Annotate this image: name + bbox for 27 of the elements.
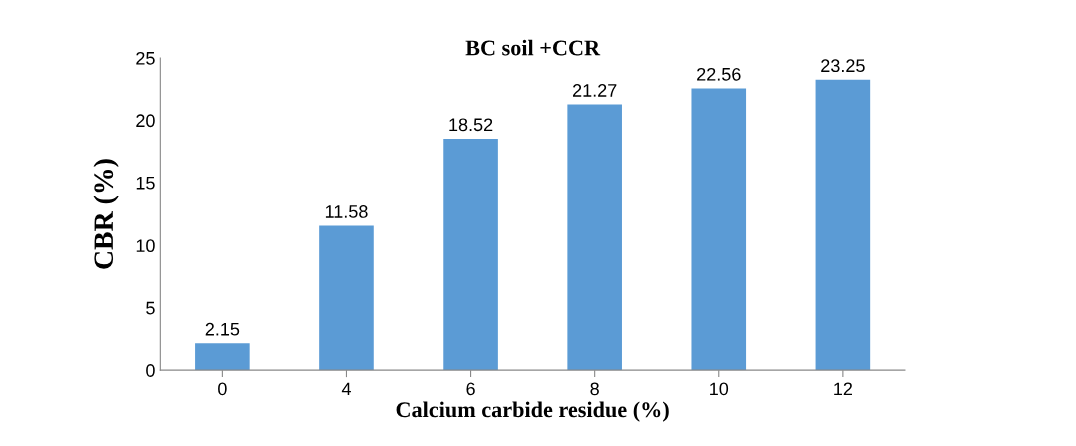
y-tick-label: 5 xyxy=(146,301,155,315)
bar xyxy=(195,343,250,371)
x-tick-label: 0 xyxy=(218,382,227,396)
data-label: 18.52 xyxy=(449,118,493,132)
data-label: 22.56 xyxy=(697,67,741,81)
data-label: 23.25 xyxy=(821,59,865,73)
bar xyxy=(691,88,747,371)
y-tick-label: 15 xyxy=(136,176,155,190)
y-tick-label: 0 xyxy=(146,364,155,377)
bar xyxy=(443,138,498,371)
y-axis-title: CBR (%) xyxy=(93,159,119,269)
data-label: 11.58 xyxy=(325,205,368,218)
y-tick-label: 25 xyxy=(136,51,155,65)
bar xyxy=(567,104,622,371)
y-tick-label: 10 xyxy=(136,239,155,253)
x-tick-label: 6 xyxy=(466,382,475,396)
x-tick-label: 12 xyxy=(834,382,852,396)
x-tick-label: 10 xyxy=(710,382,729,396)
x-axis-title: Calcium carbide residue (%) xyxy=(396,401,669,422)
y-tick-label: 20 xyxy=(136,114,155,128)
x-tick-label: 4 xyxy=(341,382,351,396)
x-tick-label: 8 xyxy=(590,382,599,396)
data-label: 21.27 xyxy=(572,84,617,97)
bar xyxy=(815,79,871,371)
bar xyxy=(319,225,374,371)
data-label: 2.15 xyxy=(205,322,240,336)
chart-title: BC soil +CCR xyxy=(465,39,601,56)
